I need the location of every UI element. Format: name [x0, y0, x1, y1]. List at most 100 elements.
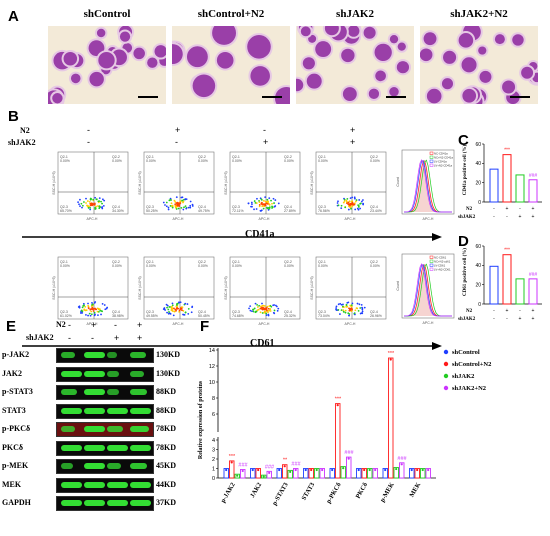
flow-event-dot	[103, 199, 106, 202]
legend-swatch	[429, 155, 434, 159]
significance-shjak2n2: ###	[344, 450, 354, 456]
flow-event-dot	[347, 301, 350, 304]
x-axis-label: APC-H	[259, 322, 270, 326]
bar	[489, 168, 499, 203]
bar	[293, 468, 299, 479]
flow-event-dot	[269, 308, 272, 310]
significance-n2: ***	[335, 397, 342, 403]
quadrant-label: Q2-4	[198, 205, 206, 209]
flow-event-dot	[253, 208, 255, 211]
flow-event-dot	[93, 311, 96, 314]
flow-event-dot	[256, 197, 258, 200]
flow-dot-plot: Q2-10.00%Q2-20.00%Q2-361.02%Q2-438.98%AP…	[52, 256, 129, 326]
flow-event-dot	[337, 309, 340, 311]
wb-band	[130, 370, 144, 377]
cell-nucleus	[341, 48, 355, 63]
quadrant-value: 0.00%	[60, 264, 70, 268]
flow-event-dot	[262, 306, 265, 309]
wb-blot-strip	[56, 366, 154, 382]
flow-event-dot	[178, 309, 181, 312]
flow-event-dot	[187, 206, 190, 209]
significance-shjak2n2: ###	[291, 462, 301, 468]
legend-marker	[443, 373, 449, 379]
bar	[393, 467, 399, 479]
y-tick-label: 0	[212, 476, 215, 482]
quadrant-value: 34.30%	[112, 209, 124, 213]
wb-molecular-weight: 88KD	[156, 387, 176, 396]
flow-event-dot	[94, 301, 97, 303]
flow-event-dot	[266, 202, 269, 205]
flow-event-dot	[178, 310, 181, 313]
wb-band	[107, 426, 123, 432]
flow-event-dot	[170, 202, 173, 205]
flow-event-dot	[189, 200, 192, 203]
wb-protein-label: p-JAK2	[2, 350, 30, 359]
data-point	[374, 468, 377, 472]
flow-event-dot	[262, 207, 265, 210]
data-point	[236, 474, 239, 477]
quadrant-value: 0.00%	[60, 159, 70, 163]
flow-event-dot	[168, 311, 170, 313]
wb-blot-strip	[56, 348, 154, 363]
legend-marker	[443, 385, 449, 391]
flow-event-dot	[350, 304, 353, 307]
cell-nucleus	[363, 26, 376, 39]
flow-event-dot	[349, 203, 352, 206]
flow-event-dot	[87, 302, 89, 305]
legend-marker	[443, 349, 449, 355]
panel-label-f: F	[200, 318, 210, 335]
flow-event-dot	[268, 207, 271, 210]
flow-event-dot	[84, 309, 87, 312]
flow-n2-label: N2	[20, 126, 30, 135]
bar	[223, 468, 229, 479]
y-tick-label: 12	[209, 364, 215, 370]
y-tick-label: 40	[475, 263, 481, 269]
flow-event-dot	[251, 203, 253, 206]
bar	[240, 468, 246, 479]
legend-swatch	[429, 259, 434, 263]
n2-sign: -	[519, 308, 521, 314]
bar	[308, 468, 314, 479]
cell-nucleus	[521, 66, 534, 79]
y-tick-label: 4	[212, 438, 215, 444]
flow-event-dot	[268, 197, 271, 200]
flow-event-dot	[359, 202, 361, 205]
data-point	[331, 468, 334, 472]
quadrant-value: 72.11%	[232, 209, 244, 213]
flow-event-dot	[349, 197, 352, 200]
quadrant-label: Q2-3	[60, 205, 68, 209]
quadrant-label: Q2-1	[146, 155, 154, 159]
bar	[528, 179, 538, 203]
flow-event-dot	[348, 314, 350, 317]
significance-shjak2n2: ###	[397, 456, 407, 462]
x-axis-label: APC-H	[173, 217, 184, 221]
flow-event-dot	[247, 202, 250, 205]
flow-event-dot	[173, 307, 175, 310]
cell-nucleus	[389, 34, 399, 44]
wb-molecular-weight: 78KD	[156, 442, 176, 452]
flow-event-dot	[271, 207, 273, 209]
flow-event-dot	[78, 306, 81, 309]
flow-event-dot	[343, 198, 346, 201]
flow-event-dot	[163, 307, 166, 309]
wb-band	[84, 407, 105, 414]
flow-event-dot	[354, 313, 356, 316]
flow-event-dot	[362, 202, 365, 205]
bar	[367, 468, 373, 479]
flow-event-dot	[358, 199, 361, 201]
y-tick-label: 0	[478, 302, 481, 308]
flow-event-dot	[174, 201, 177, 203]
bar	[409, 468, 415, 479]
row-shjak2-label: shJAK2	[458, 317, 476, 322]
flow-event-dot	[361, 310, 364, 313]
flow-event-dot	[97, 314, 99, 317]
y-tick-label: 40	[475, 161, 481, 167]
legend-marker	[443, 361, 449, 367]
quadrant-value: 0.00%	[318, 264, 328, 268]
cell-nucleus	[374, 43, 392, 61]
flow-event-dot	[357, 208, 360, 211]
histogram-legend-entry: LV-CD41a	[434, 160, 447, 164]
flow-event-dot	[185, 198, 188, 201]
flow-event-dot	[81, 306, 84, 309]
panel-label-d: D	[458, 233, 469, 250]
